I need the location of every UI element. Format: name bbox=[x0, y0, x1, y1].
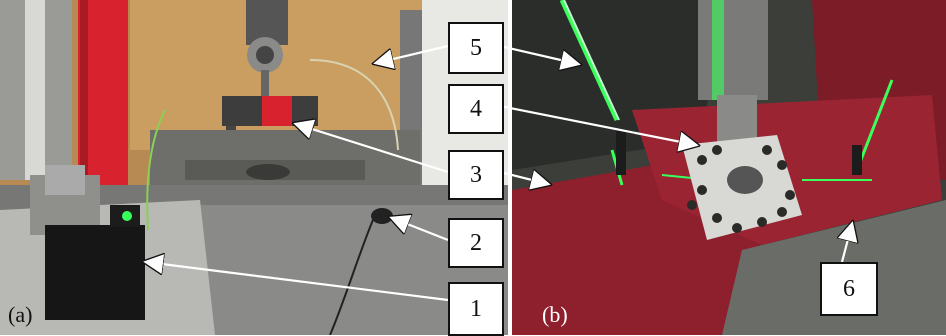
red-specimen bbox=[262, 96, 292, 126]
optical-sensor bbox=[371, 208, 393, 224]
test-rig-photo bbox=[0, 0, 508, 335]
panel-b-photo: (b) bbox=[512, 0, 946, 335]
loading-bolt bbox=[698, 0, 768, 100]
callout-2: 2 bbox=[448, 218, 504, 268]
callout-1: 1 bbox=[448, 282, 504, 336]
laser-beam bbox=[559, 0, 620, 122]
panel-b-label: (b) bbox=[542, 302, 568, 327]
interrogator-box bbox=[45, 225, 145, 320]
panel-a-label: (a) bbox=[8, 302, 33, 327]
callout-4: 4 bbox=[448, 84, 504, 134]
callout-5: 5 bbox=[448, 22, 504, 74]
callout-3: 3 bbox=[448, 150, 504, 200]
panel-a-photo: (a) bbox=[0, 0, 508, 335]
closeup-photo bbox=[512, 0, 946, 335]
callout-6: 6 bbox=[820, 262, 878, 316]
